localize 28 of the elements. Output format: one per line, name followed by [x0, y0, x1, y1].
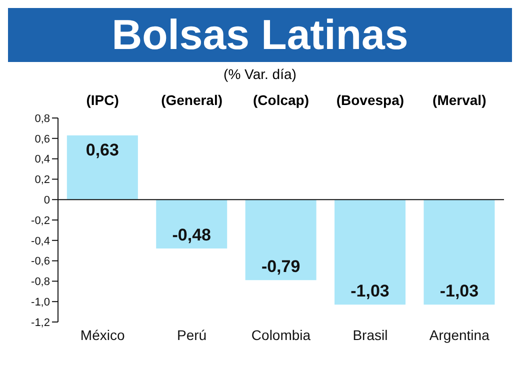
x-tick-label: Colombia [251, 326, 311, 343]
text: (Merval) [432, 92, 488, 108]
y-tick-label: -0,4 [31, 235, 50, 248]
x-tick-label: México [80, 326, 125, 343]
y-tick-label: -0,8 [31, 276, 50, 288]
x-tick-label: Perú [177, 326, 207, 343]
data-label: -0,48 [172, 226, 211, 245]
y-tick-label: -0,2 [31, 214, 50, 227]
x-tick-label: Argentina [429, 326, 490, 343]
text: (Bovespa) [335, 92, 406, 108]
data-label: -1,03 [440, 282, 479, 301]
chart-subtitle: (% Var. día) [222, 66, 298, 84]
data-label: -0,79 [261, 257, 300, 276]
x-tick-label: Brasil [352, 326, 388, 343]
chart-title: Bolsas Latinas [8, 8, 512, 62]
y-tick-label: 0 [44, 194, 50, 207]
y-tick-label: 0,6 [34, 133, 50, 146]
text: (General) [160, 92, 224, 108]
data-label: -1,03 [350, 282, 390, 301]
y-tick-label: -0,6 [31, 256, 50, 268]
y-tick-label: 0,2 [34, 174, 50, 186]
y-tick-label: -1,2 [31, 316, 50, 329]
y-tick-label: 0,8 [34, 112, 50, 125]
text: (IPC) [85, 92, 120, 108]
data-label: 0,63 [86, 140, 119, 160]
y-tick-label: 0,4 [34, 154, 50, 166]
y-tick-label: -1,0 [31, 296, 50, 309]
text: (Colcap) [252, 92, 310, 108]
